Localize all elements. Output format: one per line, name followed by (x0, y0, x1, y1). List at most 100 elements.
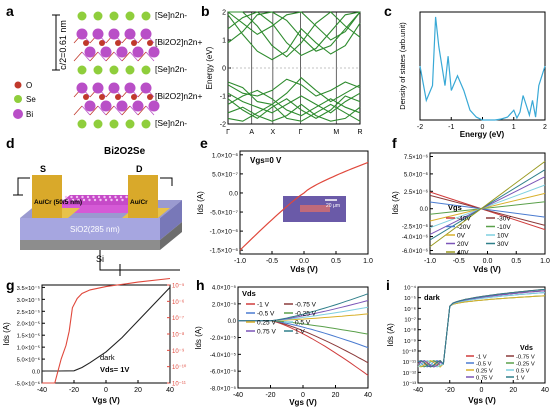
panel-e-ytick-label: 1.0×10⁻⁶ (212, 152, 238, 159)
panel-e-xtick-label: 0.5 (331, 258, 341, 265)
panel-h-legend: -1 V -0.75 V -0.5 V -0.25 V 0.25 V 0.5 V 0.75 … (246, 302, 317, 336)
bi-atom (92, 82, 104, 94)
kpoint-label: A (249, 129, 254, 136)
se-atom (93, 119, 103, 129)
bi-atom (100, 100, 112, 112)
kpoint-label: X (271, 129, 276, 136)
panel-f-xtick-label: 0.0 (483, 258, 493, 265)
panel-f-xtick-label: 1.0 (540, 258, 550, 265)
bond-line (129, 105, 139, 116)
panel-i-legend-label: 0.25 V (476, 368, 493, 374)
panel-i-legend-title: Vds (520, 345, 533, 352)
scale-bar-label: 20 μm (326, 203, 340, 209)
panel-e-ytick-label: -5.0×10⁻⁷ (210, 210, 239, 217)
panel-h: h Ids (A) Vgs (V) Vds 4.0×10⁻⁵ 2.0×10⁻⁵ 0.… (194, 277, 372, 407)
source-label: S (40, 164, 46, 174)
bond-line (145, 51, 155, 62)
panel-i-xtick-label: 0 (480, 387, 484, 394)
band-line (228, 11, 361, 58)
panel-a: a c/2=0.61 nm [Se]n2n- [Bi2O2]n2n+ [Se]n… (6, 3, 203, 129)
panel-f-letter: f (392, 135, 397, 151)
panel-i-series (417, 288, 546, 368)
se-atom (141, 119, 151, 129)
panel-h-series (238, 293, 369, 376)
flake-front (58, 205, 128, 213)
panel-e-ytick-label: -1.5×10⁻⁶ (210, 248, 239, 255)
panel-e-ytick-label: 0.0 (229, 190, 238, 197)
panel-g-xtick-label: 20 (134, 387, 142, 394)
panel-f-legend-label: 40V (457, 250, 469, 257)
left-contact (32, 175, 62, 218)
panel-g-annotation-vds: Vds= 1V (100, 365, 129, 374)
panel-i-legend-label: 0.75 V (476, 375, 493, 381)
panel-e-iv-curve (239, 161, 369, 251)
o-atom (99, 40, 105, 46)
band-line (227, 95, 361, 120)
panel-b-letter: b (201, 3, 210, 19)
panel-g-ytick-label: 0.0 (32, 370, 40, 376)
flake-atoms (60, 195, 128, 202)
kpoint-label: M (333, 129, 339, 136)
panel-e-xtick-label: 1.0 (363, 258, 373, 265)
legend-se-label: Se (26, 95, 36, 104)
panel-h-xtick-label: -40 (233, 392, 243, 399)
panel-f-ytick-label: -6.0×10⁻⁶ (402, 248, 429, 255)
panel-i-series-line (417, 288, 546, 368)
bi-atom (148, 46, 160, 58)
panel-f-legend-label: 10V (497, 233, 509, 240)
bi-atom (108, 28, 120, 40)
panel-e-ytick-label: -1.0×10⁻⁶ (210, 229, 239, 236)
band-line (227, 77, 361, 105)
panel-f-ytick-label: 5.0×10⁻⁶ (404, 171, 429, 178)
legend-se-swatch (14, 95, 22, 103)
flake-atom (81, 195, 84, 199)
o-atom (147, 40, 153, 46)
bi-atom (124, 82, 136, 94)
se-atom (93, 65, 103, 75)
panel-f: f Ids (A) Vds (V) 7.5×10⁻⁶ 5.0×10⁻⁶ 2.5×10… (391, 135, 550, 274)
layer-label-4: [Bi2O2]n2n+ (155, 91, 203, 101)
panel-g-ytick-label: 2.0×10⁻⁵ (17, 321, 41, 328)
bond-line (81, 51, 91, 62)
panel-h-xtick-label: 20 (332, 392, 340, 399)
panel-f-legend-label: -20V (457, 224, 471, 231)
panel-f-series-line (429, 201, 546, 218)
panel-g-ytick-label: 2.5×10⁻⁵ (17, 309, 41, 316)
panel-c-xtick-label: 0 (481, 124, 485, 131)
o-atom (115, 94, 121, 100)
bond-line (97, 51, 107, 62)
panel-h-legend-label: -0.25 V (295, 311, 317, 318)
legend-bi-label: Bi (26, 110, 33, 119)
panel-g-ytick-label: 3.0×10⁻⁵ (17, 297, 41, 304)
panel-g-ytick-label: 5.0×10⁻⁶ (17, 357, 41, 364)
bond-line (97, 105, 107, 116)
kpoint-label: Γ (226, 129, 230, 136)
flake-atom (93, 198, 97, 202)
se-atom (125, 11, 135, 21)
left-contact-label: Au/Cr (50/5 nm) (34, 199, 82, 206)
layer-label-1: [Se]n2n- (155, 10, 187, 20)
spacing-label: c/2=0.61 nm (58, 20, 68, 70)
panel-i-ylabel: Ids (A) (386, 323, 395, 347)
bi-atom (140, 28, 152, 40)
panel-e-ytick-label: 5.0×10⁻⁷ (212, 171, 238, 178)
flake-atom (97, 195, 101, 199)
panel-c: c Density of states (arb.unit) Energy (e… (384, 3, 547, 139)
panel-f-ytick-label: -4.0×10⁻⁶ (402, 234, 429, 241)
panel-g-y2tick-label: 10⁻⁹ (172, 348, 185, 355)
panel-g-xtick-label: 40 (166, 387, 174, 394)
band-line (227, 11, 361, 41)
legend-o-label: O (26, 81, 32, 90)
gate-wire (99, 250, 180, 271)
panel-f-xtick-label: 0.5 (511, 258, 521, 265)
panel-i-legend-label: -0.25 V (516, 361, 535, 367)
bond-line (73, 51, 83, 62)
panel-i-legend-label: -1 V (476, 354, 487, 360)
oxide-side (160, 200, 182, 240)
bi-atom (108, 82, 120, 94)
panel-h-legend-label: -0.75 V (295, 302, 317, 309)
panel-h-ytick-label: -2.0×10⁻⁵ (210, 335, 237, 342)
band-line (227, 103, 361, 122)
bi-atom (140, 82, 152, 94)
